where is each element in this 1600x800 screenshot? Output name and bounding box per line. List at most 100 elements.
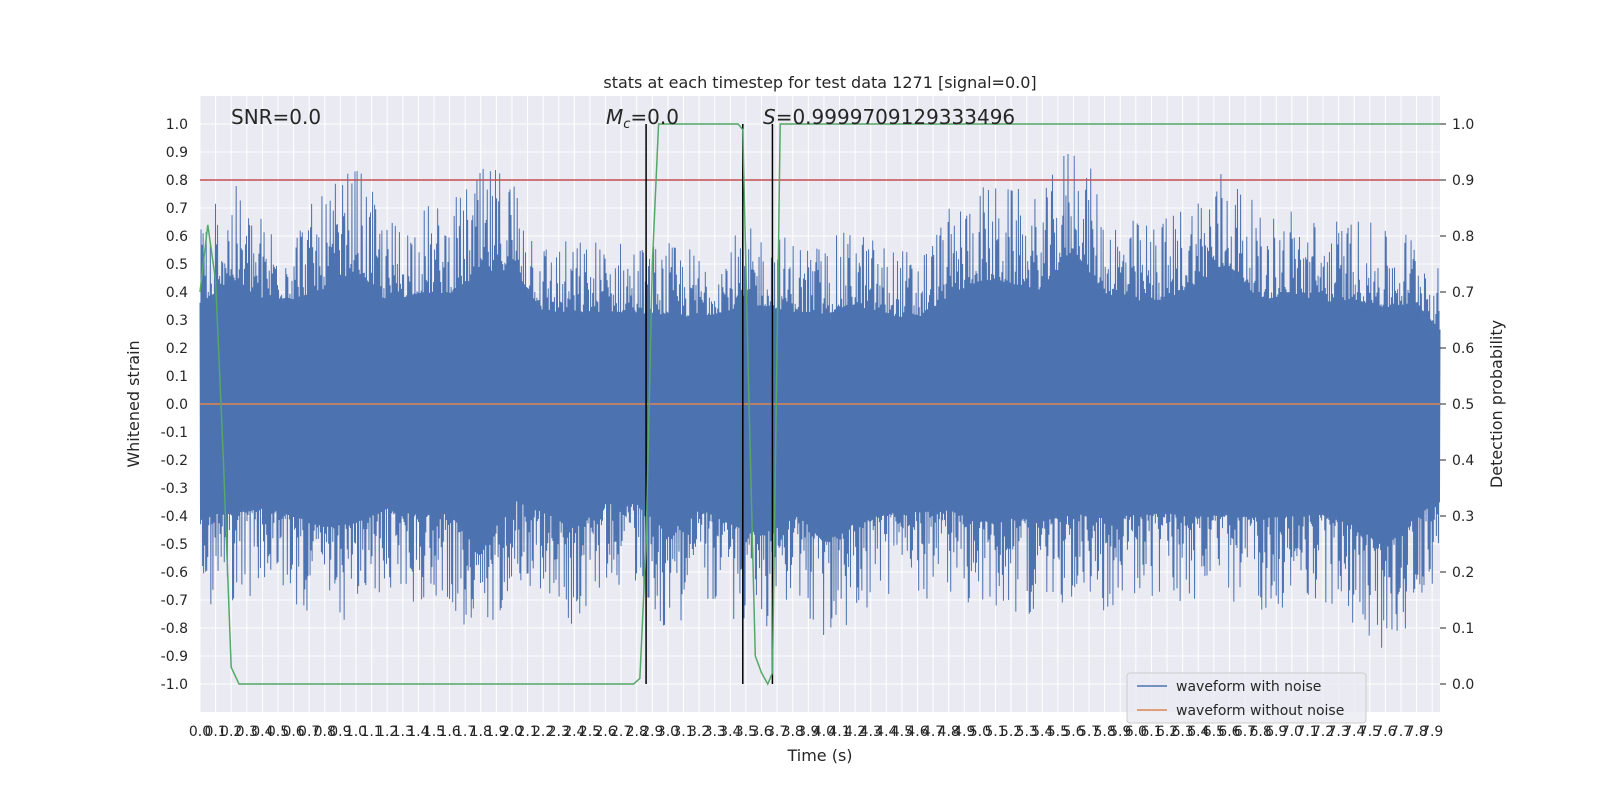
y-right-tick-label: 0.2 <box>1452 565 1474 581</box>
y-tick-label: 0.4 <box>166 285 188 301</box>
x-tick-label: 4.5 <box>891 724 913 740</box>
x-tick-label: 2.0 <box>501 724 523 740</box>
y-right-tick-label: 0.0 <box>1452 677 1474 693</box>
x-tick-label: 0.1 <box>204 724 226 740</box>
x-tick-label: 3.6 <box>750 724 772 740</box>
noise-waveform-line <box>199 153 1441 648</box>
x-tick-label: 5.1 <box>984 724 1006 740</box>
mc-subscript: c <box>623 117 630 132</box>
y-right-tick-label: 0.1 <box>1452 621 1474 637</box>
x-axis-label: Time (s) <box>786 746 852 765</box>
x-tick-label: 1.4 <box>407 724 429 740</box>
y-tick-label: -0.4 <box>161 509 188 525</box>
x-tick-label: 4.2 <box>844 724 866 740</box>
x-tick-label: 5.0 <box>969 724 991 740</box>
y-tick-label: 0.1 <box>166 369 188 385</box>
x-tick-label: 1.1 <box>360 724 382 740</box>
x-tick-label: 7.1 <box>1296 724 1318 740</box>
y-tick-label: -0.7 <box>161 593 188 609</box>
y-right-tick-label: 0.6 <box>1452 341 1474 357</box>
legend-box <box>1126 672 1367 724</box>
x-tick-label: 4.9 <box>953 724 975 740</box>
snr-annotation: SNR=0.0 <box>231 105 321 129</box>
x-tick-label: 2.8 <box>626 724 648 740</box>
legend-label-clean: waveform without noise <box>1176 703 1344 719</box>
x-tick-label: 3.7 <box>766 724 788 740</box>
y-tick-label: 0.2 <box>166 341 188 357</box>
x-tick-label: 7.0 <box>1281 724 1303 740</box>
x-tick-label: 1.6 <box>438 724 460 740</box>
vertical-marker-lines <box>645 124 774 684</box>
x-tick-label: 7.5 <box>1359 724 1381 740</box>
y-tick-label: -0.3 <box>161 481 188 497</box>
x-tick-label: 5.7 <box>1078 724 1100 740</box>
x-tick-label: 5.2 <box>1000 724 1022 740</box>
x-tick-label: 1.8 <box>470 724 492 740</box>
s-annotation: S=0.9999709129333496 <box>763 105 1015 129</box>
mc-value: =0.0 <box>630 105 679 129</box>
x-tick-label: 0.3 <box>236 724 258 740</box>
x-tick-label: 6.8 <box>1249 724 1271 740</box>
y-right-tick-label: 0.8 <box>1452 229 1474 245</box>
x-tick-label: 5.8 <box>1094 724 1116 740</box>
y-tick-label: 0.0 <box>166 397 188 413</box>
y-tick-label: -0.5 <box>161 537 188 553</box>
x-tick-label: 6.5 <box>1203 724 1225 740</box>
y-left-tick-labels: -1.0 -0.9 -0.8 -0.7 -0.6 -0.5 -0.4 -0.3 -0.2 -0.1… <box>161 117 188 693</box>
y-tick-label: -0.2 <box>161 453 188 469</box>
x-tick-label: 6.7 <box>1234 724 1256 740</box>
chart-title: stats at each timestep for test data 127… <box>603 73 1036 92</box>
x-tick-label: 6.2 <box>1156 724 1178 740</box>
y-tick-label: 0.3 <box>166 313 188 329</box>
y-tick-label: -0.6 <box>161 565 188 581</box>
detection-probability-series <box>199 123 1440 686</box>
x-tick-label: 6.1 <box>1140 724 1162 740</box>
x-tick-label: 2.6 <box>594 724 616 740</box>
x-tick-label: 6.4 <box>1187 724 1209 740</box>
x-tick-label: 6.9 <box>1265 724 1287 740</box>
y-tick-label: 1.0 <box>166 117 188 133</box>
s-symbol: S <box>763 105 776 129</box>
x-tick-label: 4.6 <box>906 724 928 740</box>
x-tick-label: 0.8 <box>314 724 336 740</box>
legend-label-noise: waveform with noise <box>1176 679 1321 695</box>
s-value: =0.9999709129333496 <box>776 105 1015 129</box>
x-tick-label: 7.6 <box>1374 724 1396 740</box>
y-tick-label: 0.6 <box>166 229 188 245</box>
x-tick-label: 0.9 <box>329 724 351 740</box>
x-tick-label: 5.3 <box>1016 724 1038 740</box>
x-tick-label: 2.4 <box>563 724 585 740</box>
mc-symbol: M <box>606 105 623 129</box>
x-tick-label: 3.3 <box>704 724 726 740</box>
detection-probability-line <box>199 123 1440 686</box>
x-tick-label: 6.0 <box>1125 724 1147 740</box>
x-tick-labels: 0.00.10.20.30.40.50.60.70.80.91.01.11.21… <box>189 724 1443 740</box>
y-tick-label: -0.9 <box>161 649 188 665</box>
x-tick-label: 6.3 <box>1172 724 1194 740</box>
y-tick-label: -1.0 <box>161 677 188 693</box>
x-tick-label: 1.2 <box>376 724 398 740</box>
x-tick-label: 7.2 <box>1312 724 1334 740</box>
y-tick-label: -0.1 <box>161 425 188 441</box>
x-tick-label: 3.9 <box>797 724 819 740</box>
x-tick-label: 5.5 <box>1047 724 1069 740</box>
x-tick-label: 1.0 <box>345 724 367 740</box>
y-tick-label: -0.8 <box>161 621 188 637</box>
x-tick-label: 0.6 <box>282 724 304 740</box>
x-tick-label: 4.4 <box>875 724 897 740</box>
x-tick-label: 1.9 <box>485 724 507 740</box>
x-tick-label: 2.1 <box>516 724 538 740</box>
x-tick-label: 1.7 <box>454 724 476 740</box>
x-tick-label: 4.0 <box>813 724 835 740</box>
x-tick-label: 0.5 <box>267 724 289 740</box>
x-tick-label: 4.3 <box>860 724 882 740</box>
legend: waveform with noise waveform without noi… <box>1126 672 1367 724</box>
x-tick-label: 7.4 <box>1343 724 1365 740</box>
x-tick-label: 0.4 <box>251 724 273 740</box>
y-tick-label: 0.8 <box>166 173 188 189</box>
x-tick-label: 4.8 <box>938 724 960 740</box>
y-axis-label-right: Detection probability <box>1487 320 1506 488</box>
y-tick-label: 0.5 <box>166 257 188 273</box>
x-tick-label: 2.2 <box>532 724 554 740</box>
